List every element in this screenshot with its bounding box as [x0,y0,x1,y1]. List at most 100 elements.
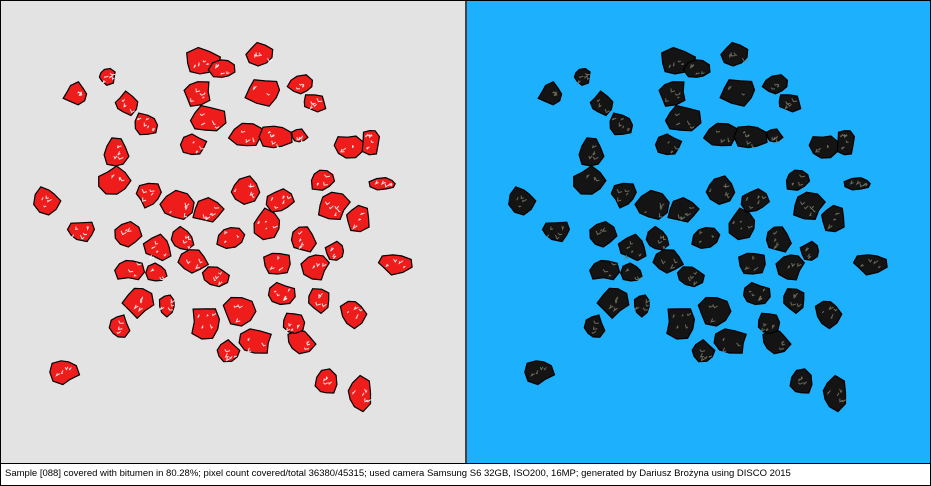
photo-particle [789,368,813,394]
photo-particle [822,374,847,413]
photo-particle [713,328,747,354]
mask-particle [66,221,96,243]
photo-particle [843,176,871,191]
photo-particle [633,294,651,318]
mask-particle [245,41,274,67]
mask-particle [216,339,241,363]
mask-particle [314,368,338,394]
photo-particle [691,339,716,363]
mask-particle [177,249,210,274]
mask-particle [135,182,162,209]
photo-particle [728,207,756,241]
caption-separator [1,463,930,464]
mask-particle [345,204,370,233]
mask-particle [134,112,159,136]
mask-particle [310,169,336,191]
mask-particle [377,254,413,276]
mask-particle [238,328,272,354]
photo-particle [697,296,732,327]
photo-particle [645,225,670,251]
photo-particle [705,175,736,205]
mask-particle [179,133,208,156]
mask-particle [98,67,116,86]
mask-particle [263,252,291,275]
mask-particle [227,122,264,147]
mask-particle [339,300,368,330]
mask-particle [121,287,155,320]
sample-photo-image [508,41,888,413]
photo-particle [664,104,702,132]
photo-particle [573,165,607,195]
photo-particle [762,330,792,355]
mask-particle [103,137,130,167]
photo-particle [589,90,614,117]
binary-mask-panel [1,1,465,463]
photo-particle [609,112,634,136]
photo-particle [783,288,805,315]
mask-particle [287,330,317,355]
photo-particle [537,81,563,106]
photo-particle [682,59,711,78]
photo-particle [667,197,700,223]
mask-particle [98,165,132,195]
photo-particle [765,226,792,253]
photo-particle [610,182,637,209]
photo-particle [761,74,789,95]
photo-particle [719,79,756,107]
photo-particle [702,122,739,147]
photo-particle [742,281,771,306]
mask-particle [317,191,351,221]
photo-particle [596,287,630,320]
mask-particle [368,176,396,191]
photo-particle [733,125,768,149]
photo-particle [814,300,843,330]
photo-particle [573,67,591,86]
photo-particle [775,254,806,281]
photo-particle [654,133,683,156]
mask-particle [114,90,139,117]
mask-particle [303,94,327,113]
panel-divider [465,1,467,463]
caption-text: Sample [088] covered with bitumen in 80.… [5,468,791,479]
mask-particle [207,59,236,78]
mask-particle [49,360,81,386]
mask-particle [230,175,261,205]
mask-particle [308,288,330,315]
mask-particle [290,128,309,143]
mask-particle [114,220,143,248]
photo-particle [836,129,856,156]
photo-particle [541,221,571,243]
photo-particle [508,186,537,216]
mask-particle [267,281,296,306]
photo-particle [634,189,670,221]
photo-particle [778,94,802,113]
photo-particle [799,240,820,261]
mask-particle [189,104,227,132]
mask-particle [222,296,257,327]
mask-particle [333,135,364,159]
photo-particle [658,81,686,107]
photo-particle [589,259,621,281]
mask-particle [108,314,131,338]
mask-particle [324,240,345,261]
photo-particle [589,220,618,248]
mask-particle [282,312,306,335]
photo-particle [757,312,781,335]
photo-particle [740,188,771,213]
mask-particle [158,294,176,318]
photo-particle [666,308,696,340]
photo-particle [583,314,606,338]
photo-particle [676,266,705,288]
mask-particle [216,226,246,250]
mask-particle [290,226,317,253]
mask-particle [159,189,195,221]
photo-particle [620,262,643,282]
photo-particle [524,360,556,386]
mask-particle [191,308,221,340]
photo-particle [765,128,784,143]
photo-particle [785,169,811,191]
mask-particle [265,188,296,213]
mask-particle [33,186,62,216]
photo-particle [738,252,766,275]
